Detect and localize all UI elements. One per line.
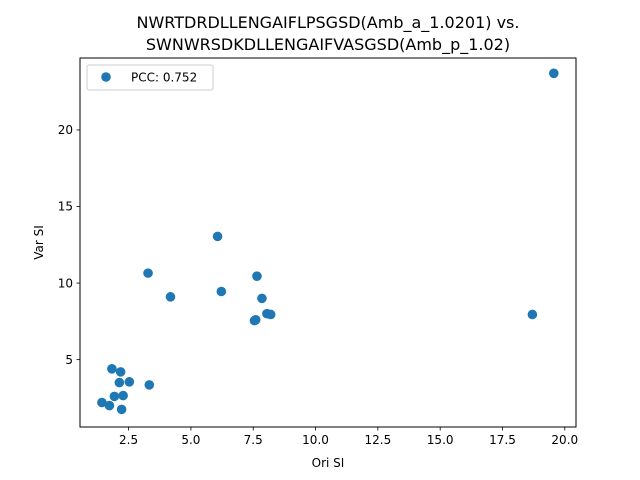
x-tick-label: 7.5 — [244, 433, 263, 447]
legend-box — [86, 64, 214, 91]
x-tick-label: 2.5 — [119, 433, 138, 447]
data-point — [124, 377, 135, 387]
x-tick-label: 5.0 — [181, 433, 200, 447]
data-points — [97, 68, 559, 415]
chart-title-line-2: SWNWRSDKDLLENGAIFVASGSD(Amb_p_1.02) — [146, 35, 510, 55]
data-point — [109, 391, 120, 402]
data-point — [116, 404, 127, 415]
y-axis-ticks: 5 10 15 20 — [58, 123, 80, 367]
x-tick-label: 17.5 — [489, 433, 516, 447]
y-tick-label: 5 — [65, 353, 73, 367]
x-tick-label: 12.5 — [364, 433, 391, 447]
x-axis-label: Ori SI — [312, 456, 345, 470]
legend: PCC: 0.752 — [86, 64, 214, 91]
chart-title-line-1: NWRTDRDLLENGAIFLPSGSD(Amb_a_1.0201) vs. — [137, 13, 520, 33]
data-point — [115, 367, 126, 377]
data-point — [104, 400, 115, 411]
data-point — [114, 377, 125, 388]
y-axis-label: Var SI — [32, 225, 46, 260]
data-point — [216, 286, 227, 297]
y-tick-label: 20 — [58, 123, 73, 137]
data-point — [250, 315, 261, 325]
data-point — [165, 292, 176, 302]
data-point — [257, 293, 267, 304]
data-point — [144, 380, 155, 390]
data-point — [549, 68, 559, 79]
y-tick-label: 10 — [58, 276, 73, 290]
data-point — [107, 364, 117, 374]
data-point — [97, 397, 107, 408]
x-tick-label: 20.0 — [551, 433, 578, 447]
plot-area-frame — [79, 57, 577, 428]
x-axis-ticks: 2.5 5.0 7.5 10.0 12.5 15.0 17.5 20.0 — [119, 427, 578, 447]
legend-label: PCC: 0.752 — [131, 71, 197, 85]
x-tick-label: 10.0 — [302, 433, 329, 447]
data-point — [252, 271, 262, 281]
y-tick-label: 15 — [58, 200, 73, 214]
data-point — [527, 309, 538, 320]
data-point — [212, 231, 223, 242]
data-point — [118, 390, 128, 401]
data-point — [143, 268, 153, 278]
x-tick-label: 15.0 — [427, 433, 454, 447]
data-point — [265, 309, 276, 320]
legend-marker — [101, 72, 111, 82]
